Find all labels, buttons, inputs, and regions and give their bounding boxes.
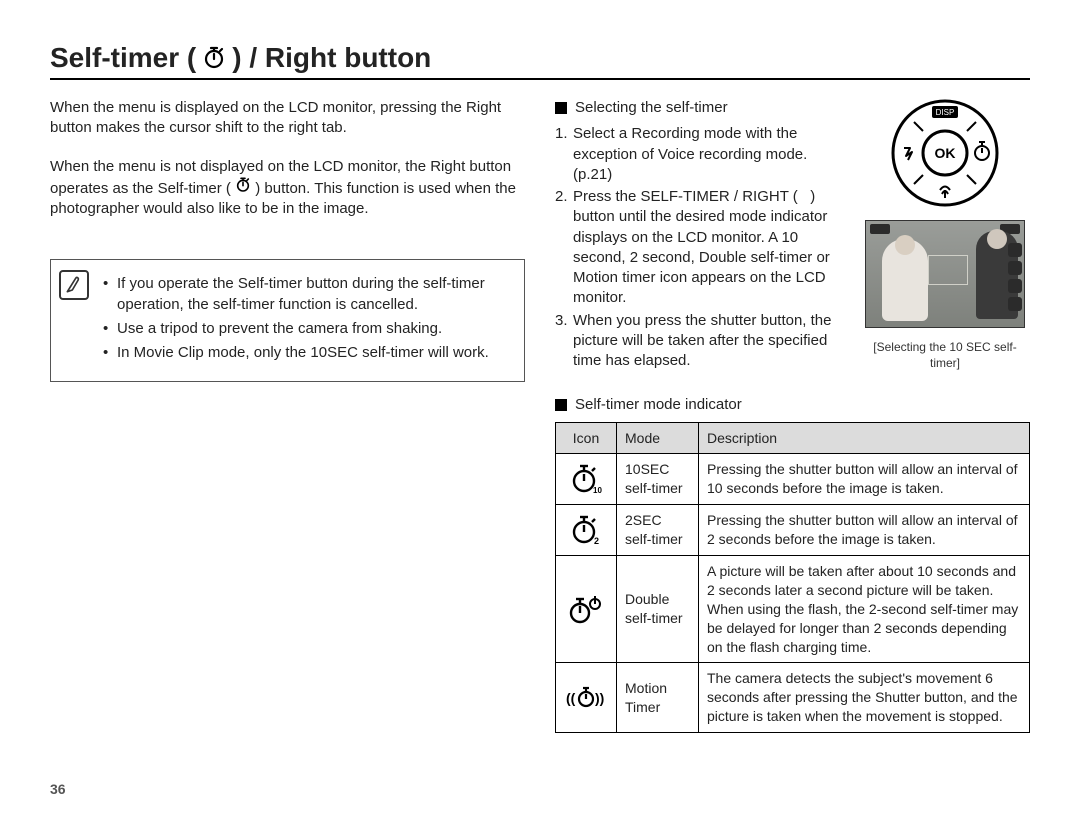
table-row: 10 10SEC self-timer Pressing the shutter…: [556, 454, 1030, 505]
icon-2sec: 2: [556, 505, 617, 556]
title-left: Self-timer (: [50, 42, 196, 74]
lcd-caption: [Selecting the 10 SEC self-timer]: [860, 340, 1030, 371]
intro-p2: When the menu is not displayed on the LC…: [50, 157, 525, 220]
note-item: If you operate the Self-timer button dur…: [103, 274, 510, 315]
selecting-steps: Selecting the self-timer 1.Select a Reco…: [555, 98, 846, 373]
lcd-preview: [865, 220, 1025, 328]
intro-text: When the menu is displayed on the LCD mo…: [50, 98, 525, 219]
icon-10sec: 10: [556, 454, 617, 505]
col-desc: Description: [699, 422, 1030, 454]
square-bullet-icon: [555, 399, 567, 411]
dpad-diagram: OK DISP: [890, 98, 1000, 208]
right-column: Selecting the self-timer 1.Select a Reco…: [555, 98, 1030, 733]
step-item: 1.Select a Recording mode with the excep…: [555, 124, 846, 185]
mode-cell: Double self-timer: [617, 555, 699, 662]
square-bullet-icon: [555, 102, 567, 114]
table-row: (()) Motion Timer The camera detects the…: [556, 663, 1030, 733]
icon-double: [556, 555, 617, 662]
page-number: 36: [50, 781, 66, 797]
self-timer-icon: [202, 46, 226, 70]
mode-cell: Motion Timer: [617, 663, 699, 733]
title-right: ) / Right button: [232, 42, 431, 74]
icon-motion: (()): [556, 663, 617, 733]
note-item: In Movie Clip mode, only the 10SEC self-…: [103, 343, 510, 363]
col-mode: Mode: [617, 422, 699, 454]
svg-text:)): )): [595, 690, 604, 706]
mode-cell: 2SEC self-timer: [617, 505, 699, 556]
note-icon: [59, 270, 89, 300]
indicator-table: Icon Mode Description 10 10SEC self-time…: [555, 422, 1030, 734]
intro-p1: When the menu is displayed on the LCD mo…: [50, 98, 525, 139]
self-timer-icon-inline: [235, 177, 251, 193]
indicator-header: Self-timer mode indicator: [555, 395, 1030, 415]
step-item: 2.Press the SELF-TIMER / RIGHT ( ) butto…: [555, 187, 846, 309]
col-icon: Icon: [556, 422, 617, 454]
dpad-disp-label: DISP: [936, 108, 955, 117]
note-item: Use a tripod to prevent the camera from …: [103, 319, 510, 339]
table-row: 2 2SEC self-timer Pressing the shutter b…: [556, 505, 1030, 556]
svg-text:((: ((: [566, 690, 576, 706]
svg-text:2: 2: [594, 536, 599, 545]
page-title: Self-timer ( ) / Right button: [50, 42, 1030, 80]
desc-cell: A picture will be taken after about 10 s…: [699, 555, 1030, 662]
desc-cell: The camera detects the subject's movemen…: [699, 663, 1030, 733]
desc-cell: Pressing the shutter button will allow a…: [699, 505, 1030, 556]
table-row: Double self-timer A picture will be take…: [556, 555, 1030, 662]
left-column: When the menu is displayed on the LCD mo…: [50, 98, 525, 733]
svg-text:10: 10: [593, 486, 602, 494]
step-item: 3.When you press the shutter button, the…: [555, 311, 846, 372]
table-header-row: Icon Mode Description: [556, 422, 1030, 454]
desc-cell: Pressing the shutter button will allow a…: [699, 454, 1030, 505]
dpad-ok-label: OK: [935, 145, 956, 161]
note-box: If you operate the Self-timer button dur…: [50, 259, 525, 382]
indicator-section: Self-timer mode indicator Icon Mode Desc…: [555, 395, 1030, 733]
note-list: If you operate the Self-timer button dur…: [103, 274, 510, 363]
mode-cell: 10SEC self-timer: [617, 454, 699, 505]
selecting-header: Selecting the self-timer: [555, 98, 846, 118]
